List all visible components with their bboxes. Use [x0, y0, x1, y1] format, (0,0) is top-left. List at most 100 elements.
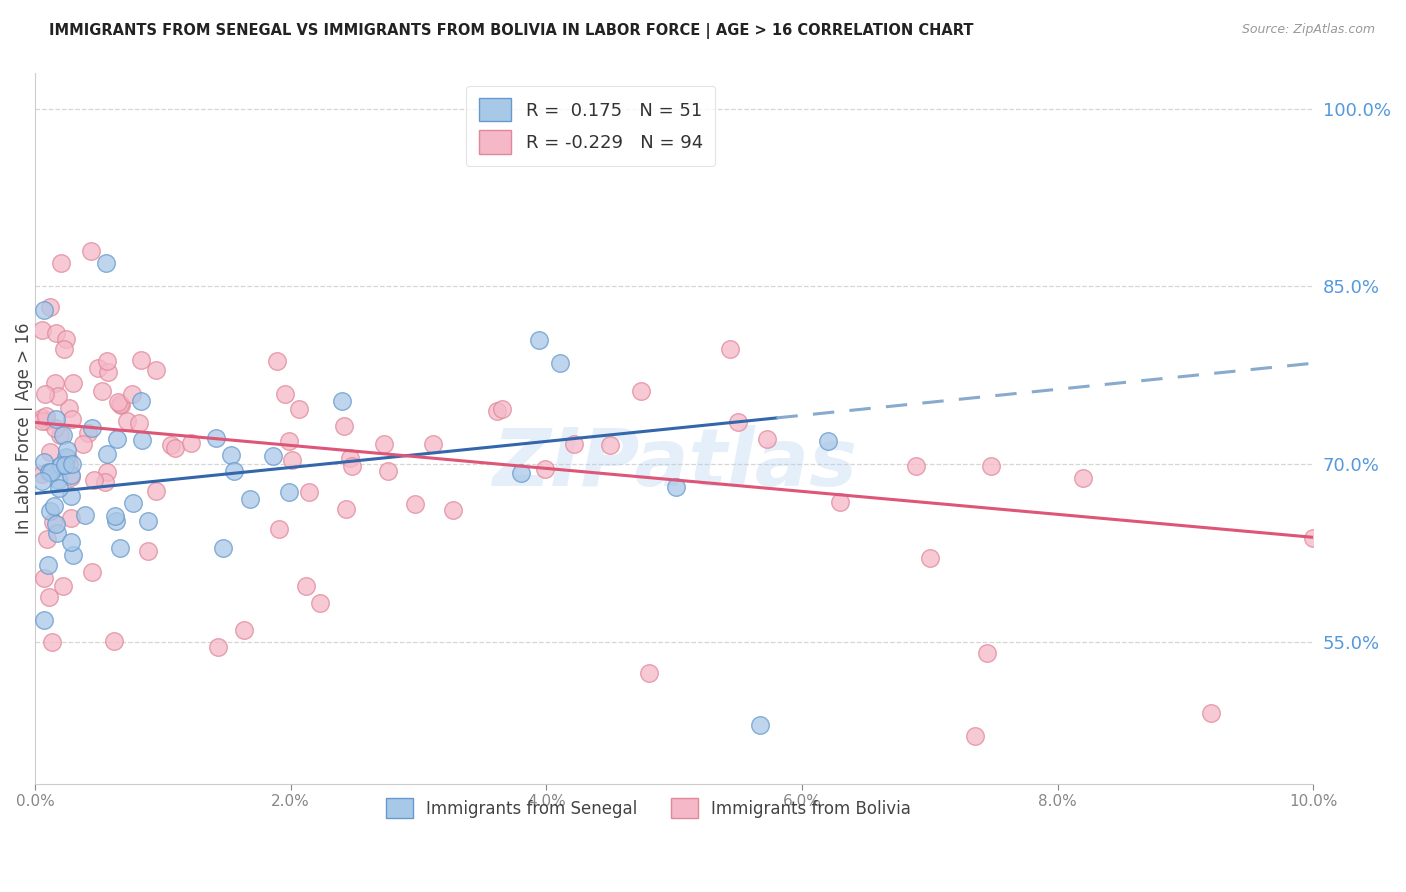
Point	[830, 495, 852, 509]
Point	[205, 431, 228, 445]
Point	[212, 541, 235, 556]
Point	[159, 438, 181, 452]
Point	[267, 522, 290, 536]
Point	[52, 428, 75, 442]
Point	[138, 514, 160, 528]
Point	[335, 501, 357, 516]
Point	[49, 458, 72, 473]
Point	[32, 571, 55, 585]
Point	[548, 357, 571, 371]
Point	[46, 525, 69, 540]
Point	[121, 386, 143, 401]
Point	[904, 458, 927, 473]
Point	[38, 590, 60, 604]
Point	[56, 451, 79, 466]
Point	[817, 434, 839, 448]
Point	[630, 384, 652, 398]
Point	[45, 326, 67, 341]
Point	[59, 468, 82, 483]
Point	[342, 458, 364, 473]
Point	[44, 412, 66, 426]
Legend: Immigrants from Senegal, Immigrants from Bolivia: Immigrants from Senegal, Immigrants from…	[380, 791, 918, 825]
Point	[105, 514, 128, 528]
Point	[97, 364, 120, 378]
Point	[32, 613, 55, 627]
Point	[330, 393, 353, 408]
Point	[373, 437, 395, 451]
Point	[278, 485, 301, 500]
Point	[145, 362, 167, 376]
Point	[49, 428, 72, 442]
Point	[96, 465, 118, 479]
Point	[718, 342, 741, 356]
Point	[42, 499, 65, 513]
Point	[274, 387, 297, 401]
Point	[110, 541, 132, 555]
Point	[42, 515, 65, 529]
Point	[90, 384, 112, 398]
Point	[665, 480, 688, 494]
Point	[80, 421, 103, 435]
Point	[122, 496, 145, 510]
Point	[96, 447, 118, 461]
Point	[32, 455, 55, 469]
Point	[599, 438, 621, 452]
Point	[46, 389, 69, 403]
Point	[1199, 706, 1222, 720]
Point	[965, 730, 987, 744]
Point	[72, 436, 94, 450]
Point	[48, 459, 70, 474]
Point	[60, 412, 83, 426]
Point	[52, 342, 75, 356]
Point	[80, 565, 103, 579]
Text: IMMIGRANTS FROM SENEGAL VS IMMIGRANTS FROM BOLIVIA IN LABOR FORCE | AGE > 16 COR: IMMIGRANTS FROM SENEGAL VS IMMIGRANTS FR…	[49, 23, 974, 39]
Point	[422, 437, 444, 451]
Point	[131, 433, 153, 447]
Text: Source: ZipAtlas.com: Source: ZipAtlas.com	[1241, 23, 1375, 37]
Point	[918, 550, 941, 565]
Point	[105, 432, 128, 446]
Point	[45, 517, 67, 532]
Point	[58, 457, 80, 471]
Point	[38, 465, 60, 479]
Point	[104, 508, 127, 523]
Point	[31, 323, 53, 337]
Point	[31, 474, 53, 488]
Point	[48, 481, 70, 495]
Point	[509, 467, 531, 481]
Point	[53, 458, 76, 472]
Point	[59, 510, 82, 524]
Point	[35, 414, 58, 428]
Point	[44, 376, 66, 391]
Point	[55, 332, 77, 346]
Point	[41, 634, 63, 648]
Point	[128, 416, 150, 430]
Point	[107, 394, 129, 409]
Point	[31, 414, 53, 428]
Point	[96, 255, 118, 269]
Point	[534, 462, 557, 476]
Point	[129, 394, 152, 409]
Point	[60, 457, 83, 471]
Point	[298, 485, 321, 500]
Point	[94, 475, 117, 489]
Text: ZIPatlas: ZIPatlas	[492, 425, 856, 503]
Point	[294, 579, 316, 593]
Point	[60, 470, 83, 484]
Point	[37, 558, 59, 572]
Point	[281, 452, 304, 467]
Point	[76, 426, 98, 441]
Point	[83, 473, 105, 487]
Point	[75, 508, 97, 523]
Point	[136, 544, 159, 558]
Point	[233, 623, 256, 637]
Point	[637, 666, 659, 681]
Point	[1071, 470, 1094, 484]
Point	[115, 414, 138, 428]
Point	[377, 464, 399, 478]
Point	[485, 404, 508, 418]
Point	[749, 717, 772, 731]
Point	[277, 434, 299, 448]
Point	[491, 402, 513, 417]
Point	[145, 484, 167, 499]
